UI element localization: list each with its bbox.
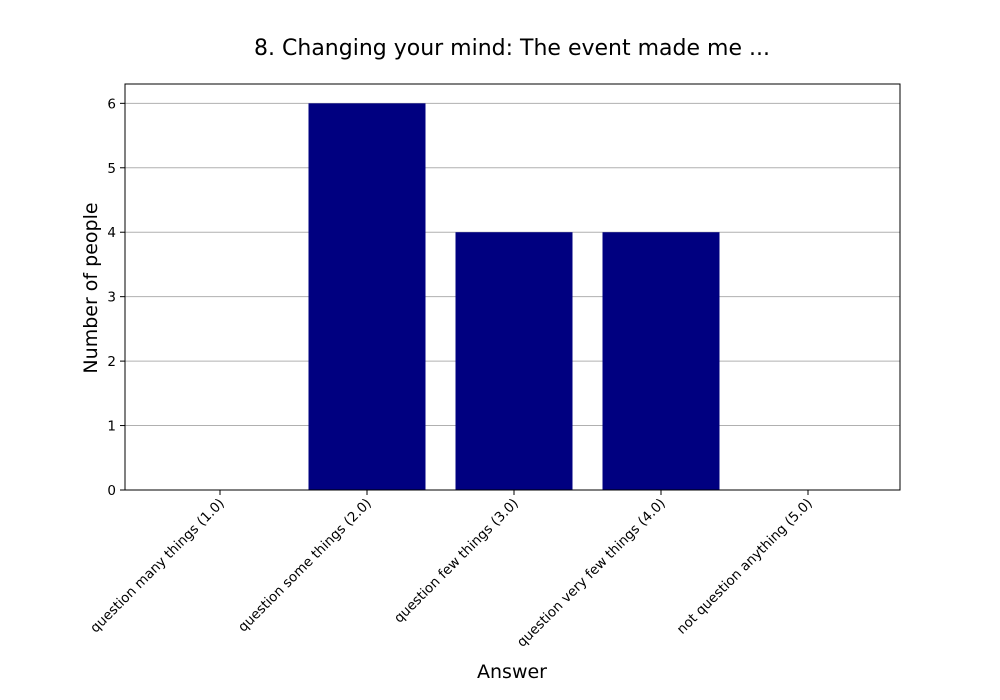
x-tick-label: not question anything (5.0) — [674, 496, 816, 638]
bar — [455, 232, 573, 490]
y-tick-label: 4 — [107, 225, 116, 241]
chart-title: 8. Changing your mind: The event made me… — [254, 36, 770, 61]
x-tick-label: question few things (3.0) — [391, 496, 522, 627]
bars — [308, 103, 720, 490]
y-tick-label: 3 — [107, 290, 116, 306]
plot-area-frame — [124, 83, 901, 491]
x-tick-label: question many things (1.0) — [87, 496, 228, 637]
y-axis: 0 1 2 3 4 5 6 — [107, 96, 125, 499]
y-tick-label: 0 — [107, 483, 116, 499]
bar — [308, 103, 426, 490]
y-tick-label: 1 — [107, 419, 116, 435]
x-axis-label: Answer — [477, 661, 547, 683]
y-tick-label: 5 — [107, 161, 116, 177]
y-tick-label: 2 — [107, 354, 116, 370]
x-axis: question many things (1.0) question some … — [87, 490, 816, 651]
x-tick-label: question very few things (4.0) — [514, 496, 669, 651]
x-tick-label: question some things (2.0) — [235, 496, 375, 636]
y-axis-label: Number of people — [80, 202, 102, 373]
bar — [602, 232, 720, 490]
y-tick-label: 6 — [107, 96, 116, 112]
